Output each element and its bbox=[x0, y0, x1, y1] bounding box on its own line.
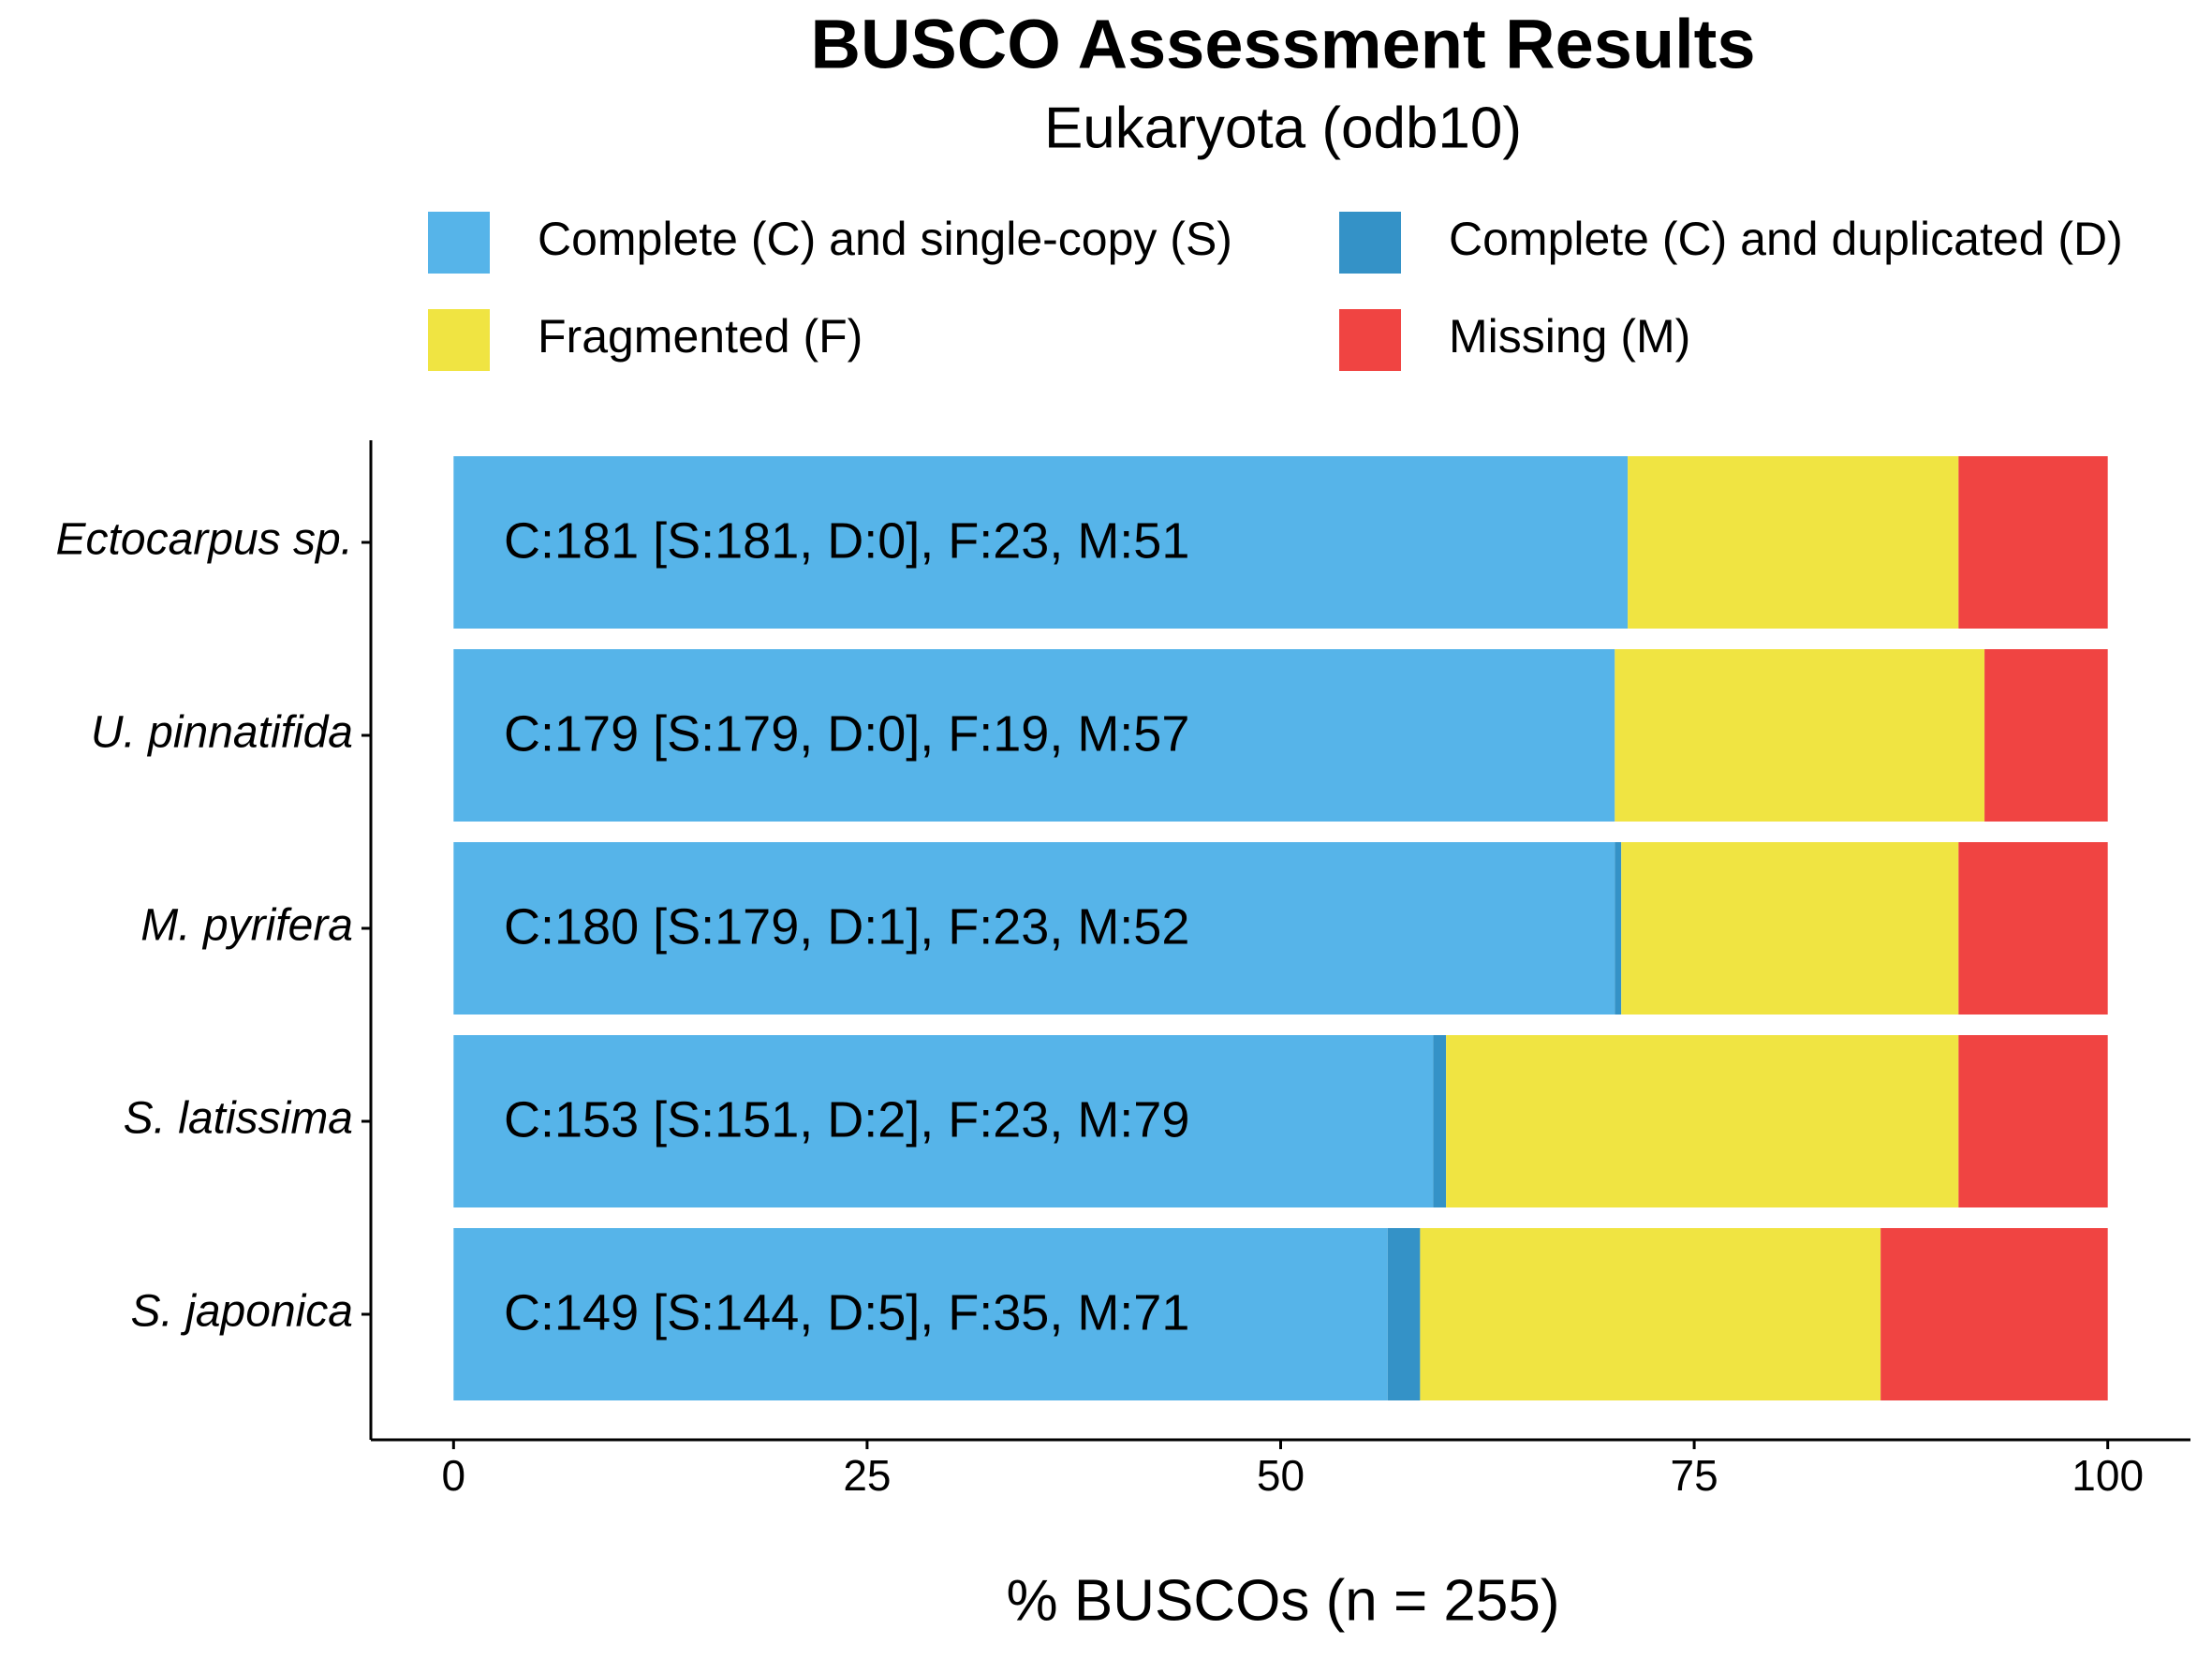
y-tick-label: M. pyrifera bbox=[140, 901, 353, 951]
bar-segment bbox=[1621, 842, 1959, 1015]
bar-segment bbox=[1387, 1228, 1421, 1400]
legend-label: Complete (C) and single-copy (S) bbox=[538, 213, 1232, 265]
x-tick-label: 0 bbox=[442, 1451, 466, 1500]
y-tick-label: S. japonica bbox=[131, 1287, 354, 1337]
bar-segment bbox=[1880, 1228, 2108, 1400]
x-tick-label: 100 bbox=[2072, 1451, 2144, 1500]
bar-segment bbox=[453, 842, 1615, 1015]
legend-label: Fragmented (F) bbox=[538, 310, 863, 363]
bar-segment bbox=[1615, 842, 1622, 1015]
bar-label: C:149 [S:144, D:5], F:35, M:71 bbox=[504, 1284, 1189, 1341]
x-tick-label: 75 bbox=[1671, 1451, 1718, 1500]
x-tick-label: 50 bbox=[1257, 1451, 1305, 1500]
x-axis-label: % BUSCOs (n = 255) bbox=[1007, 1568, 1560, 1633]
x-tick-label: 25 bbox=[843, 1451, 891, 1500]
legend-swatch bbox=[428, 309, 490, 371]
bar-segment bbox=[1615, 649, 1985, 822]
bar-segment bbox=[1446, 1035, 1959, 1207]
bar-segment bbox=[1420, 1228, 1881, 1400]
chart-title: BUSCO Assessment Results bbox=[811, 6, 1756, 83]
bar-segment bbox=[453, 649, 1615, 822]
bar-label: C:180 [S:179, D:1], F:23, M:52 bbox=[504, 898, 1189, 955]
bar-segment bbox=[1433, 1035, 1447, 1207]
bar-label: C:153 [S:151, D:2], F:23, M:79 bbox=[504, 1091, 1189, 1148]
y-tick-label: S. latissima bbox=[124, 1094, 353, 1144]
bar-label: C:181 [S:181, D:0], F:23, M:51 bbox=[504, 512, 1189, 569]
bar-segment bbox=[1984, 649, 2108, 822]
legend-label: Complete (C) and duplicated (D) bbox=[1449, 213, 2123, 265]
legend-swatch bbox=[1339, 309, 1401, 371]
bar-segment bbox=[1958, 456, 2108, 629]
bar-segment bbox=[1958, 1035, 2108, 1207]
bar-segment bbox=[453, 1035, 1434, 1207]
bar-segment bbox=[453, 456, 1629, 629]
legend-swatch bbox=[428, 212, 490, 274]
bar-label: C:179 [S:179, D:0], F:19, M:57 bbox=[504, 705, 1189, 762]
y-tick-label: U. pinnatifida bbox=[91, 708, 353, 758]
y-tick-label: Ectocarpus sp. bbox=[56, 515, 353, 565]
legend-swatch bbox=[1339, 212, 1401, 274]
legend-label: Missing (M) bbox=[1449, 310, 1690, 363]
bar-segment bbox=[453, 1228, 1388, 1400]
chart-subtitle: Eukaryota (odb10) bbox=[1044, 96, 1522, 160]
bar-segment bbox=[1628, 456, 1959, 629]
bar-segment bbox=[1958, 842, 2108, 1015]
